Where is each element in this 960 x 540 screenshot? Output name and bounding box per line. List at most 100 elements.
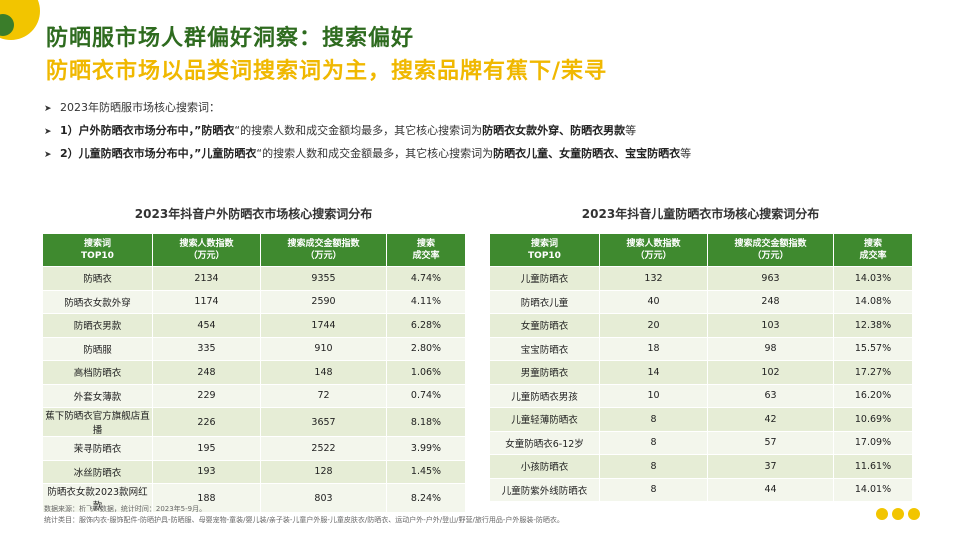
footer-note: 数据来源：析飞BI数据，统计时间：2023年5-9月。 统计类目：服饰内衣-服饰… [44, 504, 564, 526]
column-header: 搜索人数指数 （万元） [599, 233, 708, 267]
table-cell: 4.74% [386, 266, 466, 291]
table-row: 儿童防晒衣男孩 10 63 16.20% [489, 383, 913, 408]
table-cell: 14.01% [833, 477, 913, 502]
table-cell: 6.28% [386, 313, 466, 338]
table-cell: 98 [707, 336, 834, 361]
bullet-item: ➤ 1）户外防晒衣市场分布中，”防晒衣“的搜索人数和成交金额均最多，其它核心搜索词… [44, 119, 691, 142]
table-cell: 17.27% [833, 360, 913, 385]
table-row: 茉寻防晒衣 195 2522 3.99% [42, 436, 466, 461]
left-table-title: 2023年抖音户外防晒衣市场核心搜索词分布 [134, 207, 373, 221]
table-cell: 1.45% [386, 459, 466, 484]
table-cell: 9355 [260, 266, 387, 291]
table-cell: 儿童轻薄防晒衣 [489, 407, 600, 432]
table-cell: 16.20% [833, 383, 913, 408]
arrow-icon: ➤ [44, 104, 52, 114]
table-row: 蕉下防晒衣官方旗舰店直播 226 3657 8.18% [42, 407, 466, 437]
arrow-icon: ➤ [44, 127, 52, 137]
table-cell: 茉寻防晒衣 [42, 436, 153, 461]
table-row: 冰丝防晒衣 193 128 1.45% [42, 459, 466, 484]
table-cell: 248 [707, 289, 834, 314]
table-row: 防晒衣女款外穿 1174 2590 4.11% [42, 289, 466, 314]
table-cell: 4.11% [386, 289, 466, 314]
table-cell: 102 [707, 360, 834, 385]
table-cell: 1744 [260, 313, 387, 338]
column-header: 搜索成交金额指数 （万元） [707, 233, 834, 267]
table-cell: 防晒服 [42, 336, 153, 361]
table-row: 高档防晒衣 248 148 1.06% [42, 360, 466, 385]
table-cell: 8.24% [386, 483, 466, 513]
table-cell: 0.74% [386, 383, 466, 408]
table-cell: 儿童防晒衣男孩 [489, 383, 600, 408]
table-cell: 冰丝防晒衣 [42, 459, 153, 484]
table-cell: 14.03% [833, 266, 913, 291]
table-cell: 10.69% [833, 407, 913, 432]
table-cell: 蕉下防晒衣官方旗舰店直播 [42, 407, 153, 437]
table-cell: 44 [707, 477, 834, 502]
table-cell: 11.61% [833, 454, 913, 479]
table-cell: 儿童防紫外线防晒衣 [489, 477, 600, 502]
table-cell: 10 [599, 383, 708, 408]
table-cell: 2.80% [386, 336, 466, 361]
table-cell: 12.38% [833, 313, 913, 338]
left-search-table: 搜索词 TOP10 搜索人数指数 （万元） 搜索成交金额指数 （万元） 搜索 成交率 防晒衣 2… [42, 233, 466, 513]
table-cell: 1.06% [386, 360, 466, 385]
table-cell: 8.18% [386, 407, 466, 437]
table-cell: 72 [260, 383, 387, 408]
table-cell: 803 [260, 483, 387, 513]
table-row: 女童防晒衣 20 103 12.38% [489, 313, 913, 338]
table-cell: 42 [707, 407, 834, 432]
table-cell: 18 [599, 336, 708, 361]
table-cell: 防晒衣男款 [42, 313, 153, 338]
table-row: 女童防晒衣6-12岁 8 57 17.09% [489, 430, 913, 455]
page-title: 防晒服市场人群偏好洞察：搜索偏好 [46, 26, 415, 51]
table-cell: 193 [152, 459, 261, 484]
table-row: 防晒衣 2134 9355 4.74% [42, 266, 466, 291]
table-cell: 40 [599, 289, 708, 314]
table-cell: 2522 [260, 436, 387, 461]
table-cell: 小孩防晒衣 [489, 454, 600, 479]
table-row: 防晒衣女款2023款网红款 188 803 8.24% [42, 483, 466, 513]
table-row: 防晒衣男款 454 1744 6.28% [42, 313, 466, 338]
arrow-icon: ➤ [44, 150, 52, 160]
table-cell: 防晒衣女款外穿 [42, 289, 153, 314]
table-cell: 8 [599, 454, 708, 479]
table-cell: 335 [152, 336, 261, 361]
table-cell: 17.09% [833, 430, 913, 455]
table-cell: 454 [152, 313, 261, 338]
table-cell: 15.57% [833, 336, 913, 361]
table-row: 男童防晒衣 14 102 17.27% [489, 360, 913, 385]
page-subtitle: 防晒衣市场以品类词搜索词为主，搜索品牌有蕉下/茉寻 [46, 59, 608, 84]
table-cell: 8 [599, 407, 708, 432]
table-header-row: 搜索词 TOP10 搜索人数指数 （万元） 搜索成交金额指数 （万元） 搜索 成交率 [489, 233, 913, 267]
page-dots-decoration [872, 505, 920, 524]
table-cell: 128 [260, 459, 387, 484]
bullet-item: ➤ 2）儿童防晒衣市场分布中，”儿童防晒衣“的搜索人数和成交金额最多，其它核心搜索… [44, 142, 691, 165]
table-cell: 20 [599, 313, 708, 338]
table-cell: 226 [152, 407, 261, 437]
column-header: 搜索词 TOP10 [42, 233, 153, 267]
footer-categories: 统计类目：服饰内衣-服饰配件-防晒护具-防晒服、母婴宠物-童装/婴儿装/亲子装-… [44, 516, 564, 524]
table-cell: 儿童防晒衣 [489, 266, 600, 291]
table-cell: 3.99% [386, 436, 466, 461]
table-cell: 防晒衣 [42, 266, 153, 291]
table-row: 外套女薄款 229 72 0.74% [42, 383, 466, 408]
table-row: 防晒服 335 910 2.80% [42, 336, 466, 361]
column-header: 搜索 成交率 [833, 233, 913, 267]
table-cell: 195 [152, 436, 261, 461]
table-cell: 防晒衣女款2023款网红款 [42, 483, 153, 513]
table-cell: 963 [707, 266, 834, 291]
table-cell: 宝宝防晒衣 [489, 336, 600, 361]
table-cell: 229 [152, 383, 261, 408]
table-cell: 148 [260, 360, 387, 385]
table-cell: 910 [260, 336, 387, 361]
table-cell: 188 [152, 483, 261, 513]
column-header: 搜索词 TOP10 [489, 233, 600, 267]
table-cell: 1174 [152, 289, 261, 314]
table-cell: 57 [707, 430, 834, 455]
column-header: 搜索人数指数 （万元） [152, 233, 261, 267]
table-header-row: 搜索词 TOP10 搜索人数指数 （万元） 搜索成交金额指数 （万元） 搜索 成交率 [42, 233, 466, 267]
right-search-table: 搜索词 TOP10 搜索人数指数 （万元） 搜索成交金额指数 （万元） 搜索 成交率 儿童防晒… [489, 233, 913, 502]
table-cell: 103 [707, 313, 834, 338]
dot-decoration [908, 508, 920, 520]
right-table-title: 2023年抖音儿童防晒衣市场核心搜索词分布 [581, 207, 820, 221]
